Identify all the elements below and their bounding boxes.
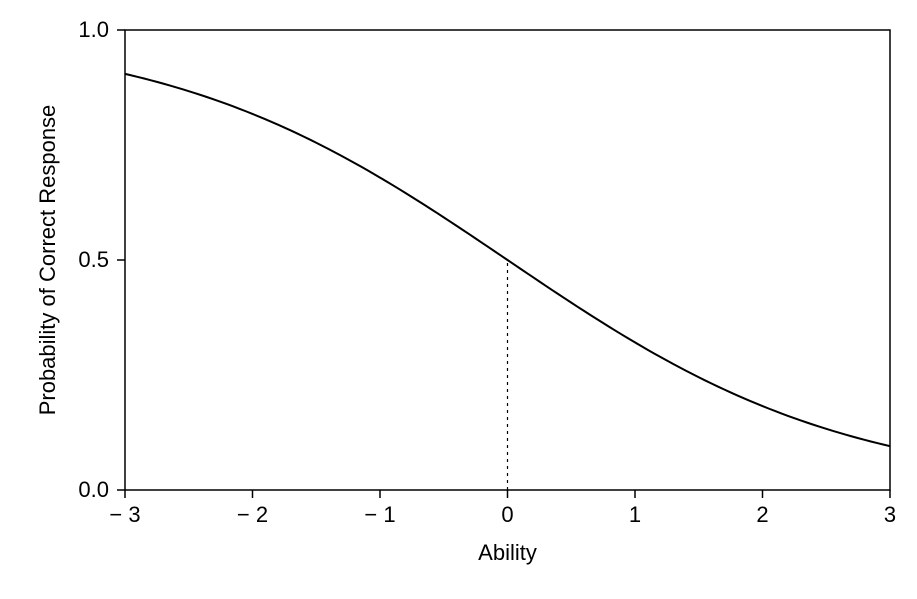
x-tick-label: 0 bbox=[501, 502, 513, 527]
x-tick-label: − 3 bbox=[109, 502, 140, 527]
y-tick-label: 0.0 bbox=[78, 477, 109, 502]
y-tick-label: 0.5 bbox=[78, 247, 109, 272]
chart-svg: − 3 − 2 − 1 0 1 2 3 0.0 0.5 1.0 Ability Probability… bbox=[0, 0, 917, 599]
y-tick-label: 1.0 bbox=[78, 17, 109, 42]
x-tick-label: 3 bbox=[884, 502, 896, 527]
x-tick-label: 2 bbox=[756, 502, 768, 527]
x-tick-label: − 1 bbox=[364, 502, 395, 527]
icc-chart: − 3 − 2 − 1 0 1 2 3 0.0 0.5 1.0 Ability Probability… bbox=[0, 0, 917, 599]
x-tick-label: − 2 bbox=[237, 502, 268, 527]
x-tick-label: 1 bbox=[629, 502, 641, 527]
y-axis-label: Probability of Correct Response bbox=[35, 105, 60, 416]
x-axis-label: Ability bbox=[478, 540, 537, 565]
